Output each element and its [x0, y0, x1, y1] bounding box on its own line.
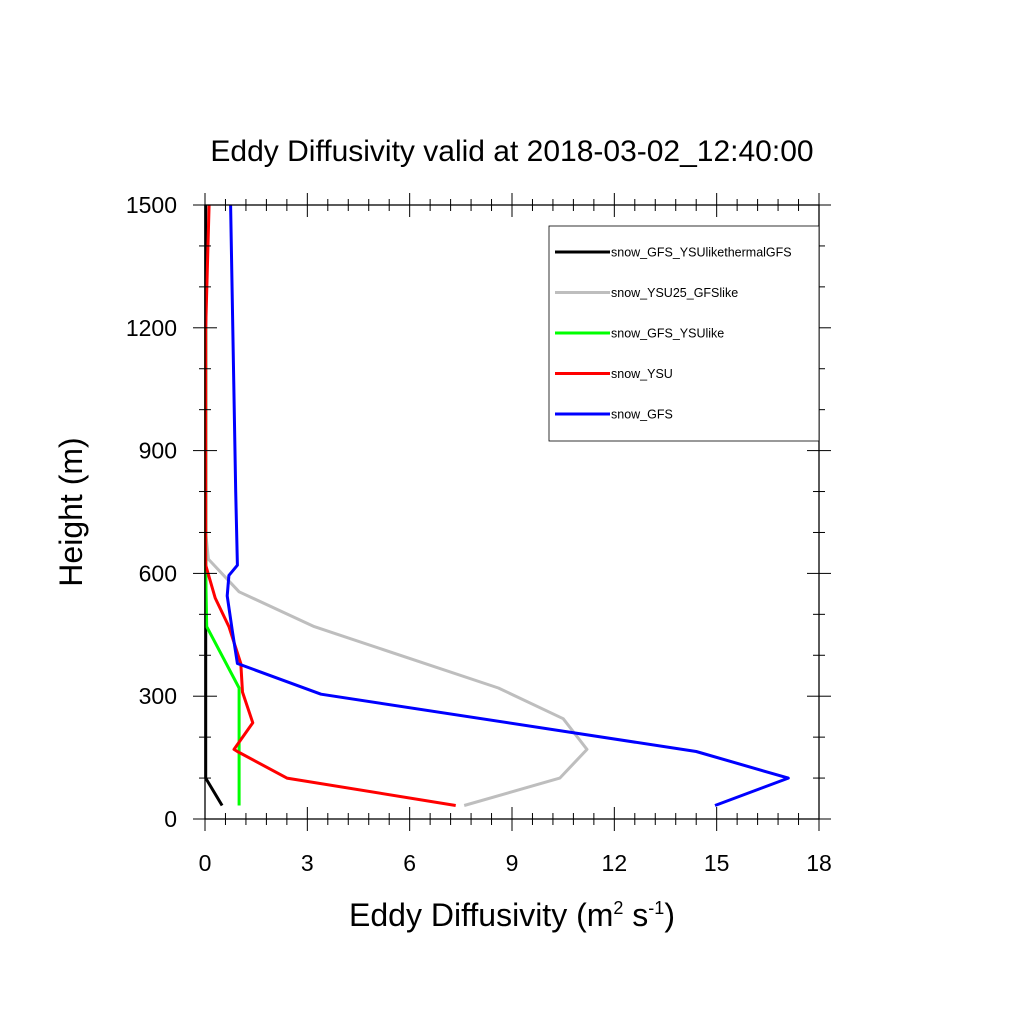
x-axis-label-sup2: -1: [648, 898, 664, 918]
x-axis-label: Eddy Diffusivity (m2 s-1): [349, 897, 675, 933]
y-tick-label: 1500: [126, 192, 177, 218]
y-tick-label: 300: [139, 683, 177, 709]
axis-ticks: 0 3 6 9 12 15 18 0 300 600 900 1200 1500: [126, 192, 832, 876]
x-tick-label: 0: [199, 850, 212, 876]
chart-title: Eddy Diffusivity valid at 2018-03-02_12:…: [210, 135, 813, 168]
y-tick-label: 1200: [126, 315, 177, 341]
legend: snow_GFS_YSUlikethermalGFS snow_YSU25_GFS…: [548, 225, 820, 442]
x-axis-label-end: ): [664, 897, 675, 933]
y-axis-label: Height (m): [53, 437, 89, 586]
legend-label-1: snow_YSU25_GFSlike: [611, 286, 738, 300]
legend-label-2: snow_GFS_YSUlike: [611, 327, 724, 341]
x-tick-label: 3: [301, 850, 314, 876]
x-axis-label-base: Eddy Diffusivity (m: [349, 897, 613, 933]
legend-label-4: snow_GFS: [611, 408, 673, 422]
series-line-3: [204, 204, 456, 807]
series-line-4: [225, 204, 790, 807]
x-axis-label-sup1: 2: [613, 898, 623, 918]
y-tick-label: 600: [139, 560, 177, 586]
x-tick-label: 15: [704, 850, 730, 876]
x-axis-label-mid: s: [623, 897, 648, 933]
y-tick-label: 900: [139, 438, 177, 464]
x-tick-label: 6: [403, 850, 416, 876]
y-tick-label: 0: [164, 806, 177, 832]
legend-label-3: snow_YSU: [611, 367, 673, 381]
x-tick-label: 18: [806, 850, 832, 876]
legend-label-0: snow_GFS_YSUlikethermalGFS: [611, 246, 792, 260]
x-tick-label: 9: [506, 850, 519, 876]
x-tick-label: 12: [602, 850, 628, 876]
